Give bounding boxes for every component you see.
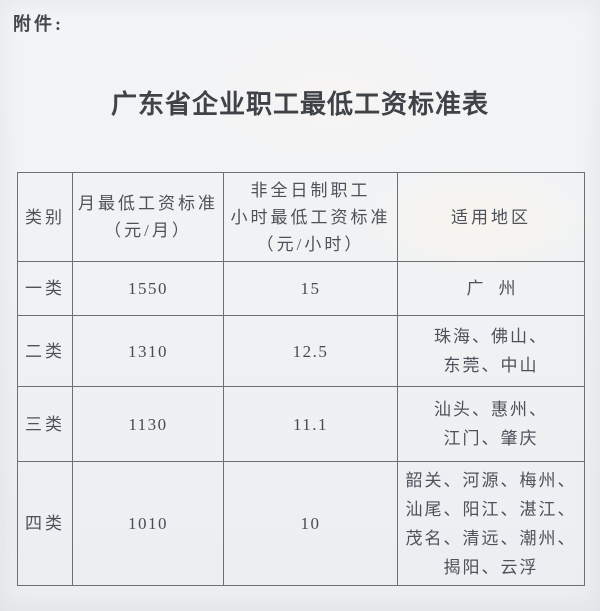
table-row: 三类 1130 11.1 汕头、惠州、 江门、肇庆 bbox=[17, 386, 585, 462]
header-applicable-regions: 适用地区 bbox=[397, 172, 585, 262]
regions-cell: 珠海、佛山、 东莞、中山 bbox=[397, 315, 585, 387]
region-line: 江门、肇庆 bbox=[443, 429, 539, 448]
regions-cell: 韶关、河源、梅州、 汕尾、阳江、湛江、 茂名、清远、潮州、 揭阳、云浮 bbox=[397, 461, 585, 586]
category-cell: 二类 bbox=[17, 315, 73, 387]
header-hourly-wage-line3: （元/小时） bbox=[256, 234, 365, 254]
region-line: 珠海、佛山、 bbox=[434, 327, 548, 346]
region-line: 茂名、清远、潮州、 bbox=[405, 528, 577, 548]
table-row: 四类 1010 10 韶关、河源、梅州、 汕尾、阳江、湛江、 茂名、清远、潮州、… bbox=[17, 461, 585, 586]
page-title: 广东省企业职工最低工资标准表 bbox=[110, 90, 489, 119]
region-line: 韶关、河源、梅州、 bbox=[405, 470, 577, 490]
header-monthly-wage-line2: （元/月） bbox=[104, 221, 192, 240]
table-header-row: 类别 月最低工资标准 （元/月） 非全日制职工 小时最低工资标准 （元/小时） … bbox=[17, 172, 585, 262]
region-line: 广州 bbox=[466, 279, 531, 298]
region-line: 汕头、惠州、 bbox=[434, 400, 548, 419]
header-hourly-wage-line2: 小时最低工资标准 bbox=[230, 207, 391, 227]
header-hourly-wage-line1: 非全日制职工 bbox=[250, 180, 371, 200]
category-cell: 四类 bbox=[17, 461, 73, 586]
category-cell: 三类 bbox=[17, 386, 73, 462]
header-monthly-wage-line1: 月最低工资标准 bbox=[78, 194, 218, 213]
category-cell: 一类 bbox=[17, 261, 73, 316]
hourly-wage-cell: 12.5 bbox=[223, 315, 398, 387]
table-row: 二类 1310 12.5 珠海、佛山、 东莞、中山 bbox=[17, 315, 585, 387]
header-category: 类别 bbox=[17, 172, 73, 262]
monthly-wage-cell: 1010 bbox=[72, 461, 224, 586]
minimum-wage-table: 类别 月最低工资标准 （元/月） 非全日制职工 小时最低工资标准 （元/小时） … bbox=[17, 172, 585, 586]
region-line: 揭阳、云浮 bbox=[443, 557, 539, 577]
attachment-label: 附件: bbox=[13, 14, 64, 34]
regions-cell: 汕头、惠州、 江门、肇庆 bbox=[397, 386, 585, 462]
monthly-wage-cell: 1130 bbox=[72, 386, 224, 462]
hourly-wage-cell: 10 bbox=[223, 461, 398, 586]
region-line: 东莞、中山 bbox=[443, 356, 539, 375]
hourly-wage-cell: 11.1 bbox=[223, 386, 398, 462]
monthly-wage-cell: 1550 bbox=[72, 261, 224, 316]
region-line: 汕尾、阳江、湛江、 bbox=[405, 499, 577, 519]
monthly-wage-cell: 1310 bbox=[72, 315, 224, 387]
hourly-wage-cell: 15 bbox=[223, 261, 398, 316]
header-hourly-wage: 非全日制职工 小时最低工资标准 （元/小时） bbox=[223, 172, 398, 262]
table-row: 一类 1550 15 广州 bbox=[17, 261, 585, 316]
regions-cell: 广州 bbox=[397, 261, 585, 316]
header-monthly-wage: 月最低工资标准 （元/月） bbox=[72, 172, 224, 262]
